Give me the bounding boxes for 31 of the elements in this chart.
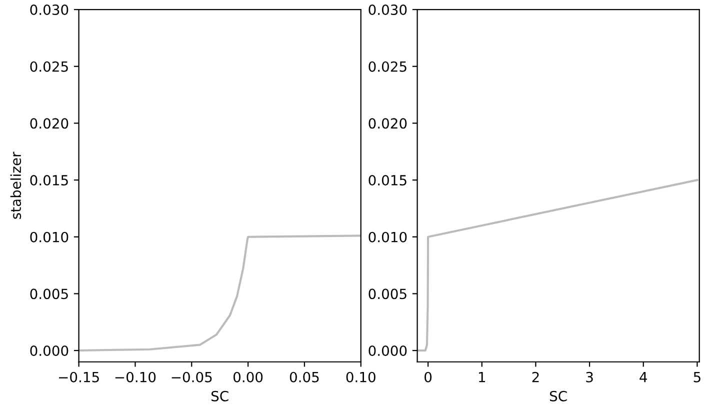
x-tick-label: 3	[586, 372, 593, 382]
x-tick-label: 4	[640, 372, 648, 382]
line-series	[417, 178, 698, 352]
line-series	[78, 234, 361, 352]
y-tick-label: 0.000	[30, 345, 68, 356]
y-tick-label: 0.005	[368, 288, 406, 300]
y-tick-label: 0.030	[30, 4, 68, 16]
x-tick-label: 0.10	[346, 372, 376, 382]
x-axis-title: SC	[550, 390, 567, 402]
x-tick-label: −0.10	[115, 372, 156, 382]
x-tick-label: 1	[478, 372, 486, 382]
x-tick-label: 0.00	[234, 372, 263, 382]
y-tick-label: 0.010	[30, 232, 68, 242]
x-tick-label: 0.05	[290, 372, 319, 382]
y-tick-label: 0.000	[368, 345, 407, 356]
y-tick-label: 0.025	[30, 61, 68, 72]
y-tick-label: 0.030	[368, 4, 407, 16]
x-tick-label: −0.15	[59, 372, 99, 382]
y-tick-label: 0.010	[368, 232, 407, 242]
y-tick-label: 0.020	[368, 118, 407, 129]
x-tick-label: 2	[532, 372, 539, 382]
y-tick-label: 0.015	[368, 175, 406, 186]
x-tick-label: 5	[694, 372, 700, 382]
x-axis-title: SC	[212, 390, 228, 402]
y-axis-title: stabelizer	[10, 152, 22, 219]
y-tick-label: 0.005	[30, 288, 68, 300]
x-tick-label: −0.05	[172, 372, 212, 382]
y-tick-label: 0.020	[30, 118, 68, 129]
x-tick-label: 0	[424, 372, 432, 382]
y-tick-label: 0.025	[368, 61, 406, 72]
y-tick-label: 0.015	[30, 175, 68, 186]
